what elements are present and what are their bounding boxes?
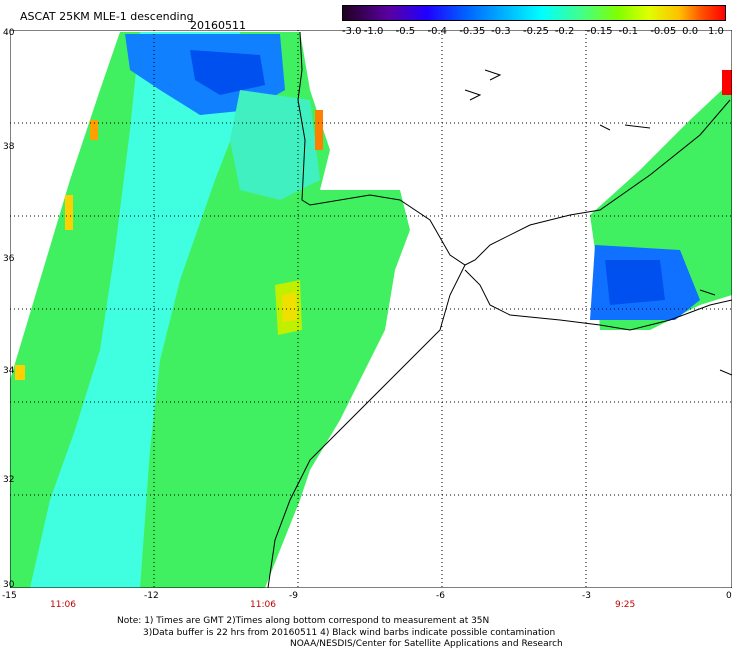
color-scale-label: -0.05	[650, 26, 677, 37]
lat-label-40: 40	[3, 28, 15, 38]
color-scale-label: -0.1	[618, 26, 639, 37]
map-plot	[10, 30, 732, 588]
color-scale-label: -0.15	[586, 26, 613, 37]
lon-label-m9: -9	[289, 591, 298, 601]
lat-label-32: 32	[3, 475, 15, 485]
color-scale-label: -0.2	[554, 26, 575, 37]
color-scale-label: -1.0	[363, 26, 384, 37]
color-scale-label: -3.0	[342, 26, 362, 37]
color-scale-label: 1.0	[708, 26, 724, 37]
map-title: ASCAT 25KM MLE-1 descending	[20, 10, 194, 23]
lat-label-36: 36	[3, 254, 15, 264]
color-scale-label: -0.25	[523, 26, 549, 37]
time-label-2: 11:06	[250, 600, 276, 610]
color-scale-label: -0.35	[459, 26, 486, 37]
footnote-line-1: Note: 1) Times are GMT 2)Times along bot…	[117, 616, 490, 626]
color-scale-label: -0.5	[395, 26, 416, 37]
lon-label-m12: -12	[144, 591, 159, 601]
color-scale-bar	[342, 5, 726, 21]
time-label-3: 9:25	[615, 600, 636, 610]
footnote-line-3: NOAA/NESDIS/Center for Satellite Applica…	[290, 639, 563, 649]
lon-label-0: 0	[726, 591, 732, 601]
lat-label-38: 38	[3, 142, 15, 152]
grid-lines	[10, 30, 732, 588]
map-date: 20160511	[190, 19, 246, 32]
color-scale-label: -0.3	[491, 26, 511, 37]
swath-cyan-band	[30, 32, 250, 588]
lon-label-m15: -15	[2, 591, 17, 601]
lon-label-m3: -3	[582, 591, 591, 601]
color-scale-label: -0.4	[427, 26, 448, 37]
coastlines	[267, 31, 732, 588]
color-scale-label: 0.0	[682, 26, 699, 37]
lon-label-m6: -6	[436, 591, 445, 601]
lat-label-34: 34	[3, 366, 15, 376]
footnote-line-2: 3)Data buffer is 22 hrs from 20160511 4)…	[143, 628, 556, 638]
time-label-1: 11:06	[50, 600, 76, 610]
lat-label-30: 30	[3, 580, 15, 590]
